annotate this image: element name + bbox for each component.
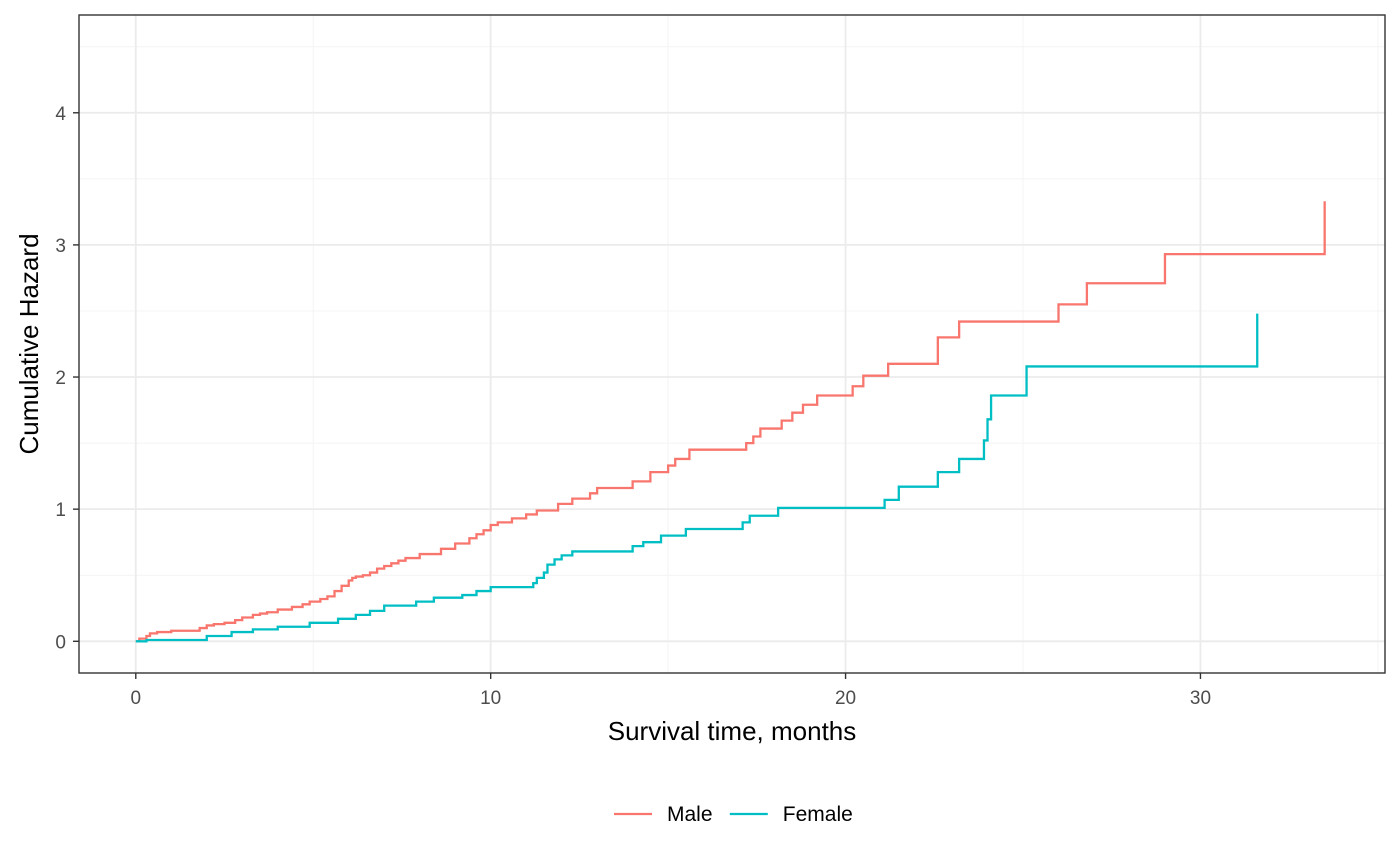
- panel-border: [78, 14, 1386, 674]
- y-axis: 0 1 2 3 4: [55, 104, 79, 653]
- major-grid: [79, 15, 1385, 673]
- series-line-female: [135, 313, 1259, 643]
- legend-label: Female: [783, 803, 853, 826]
- y-tick-label: 4: [55, 104, 66, 125]
- minor-grid: [79, 15, 1385, 673]
- y-tick-label: 1: [55, 500, 66, 521]
- x-tick-label: 10: [480, 688, 501, 709]
- y-tick-label: 3: [55, 236, 66, 257]
- series-line-male: [135, 201, 1326, 643]
- legend-item-male: Male: [614, 803, 713, 826]
- x-tick-label: 30: [1190, 688, 1211, 709]
- x-tick-label: 0: [130, 688, 141, 709]
- series-layer: [135, 201, 1326, 643]
- legend-label: Male: [667, 803, 713, 826]
- y-tick-label: 2: [55, 368, 66, 389]
- x-tick-label: 20: [835, 688, 856, 709]
- legend: Male Female: [614, 803, 853, 826]
- y-tick-label: 0: [55, 632, 66, 653]
- y-axis-title: Cumulative Hazard: [14, 233, 44, 454]
- x-axis: 0 10 20 30: [130, 673, 1211, 709]
- legend-item-female: Female: [729, 803, 853, 826]
- x-axis-title: Survival time, months: [608, 716, 857, 746]
